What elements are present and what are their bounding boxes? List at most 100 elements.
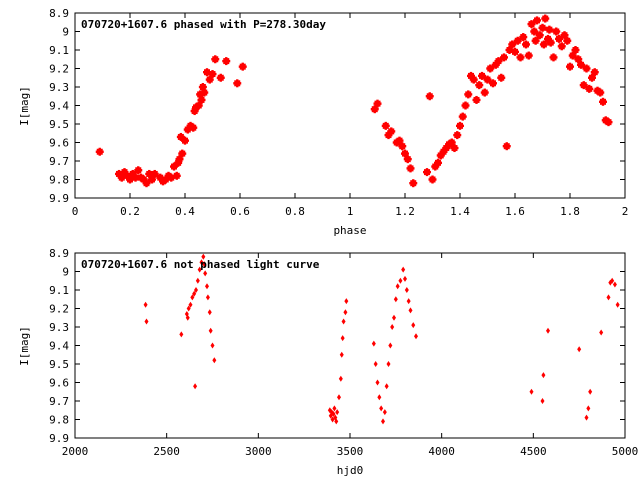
- data-point: [497, 73, 506, 82]
- x-tick-label: 0.4: [175, 205, 195, 218]
- x-tick-label: 3000: [245, 445, 272, 458]
- data-point: [193, 383, 198, 390]
- chart-title: 070720+1607.6 phased with P=278.30day: [81, 18, 326, 31]
- y-tick-label: 9.2: [49, 303, 69, 316]
- data-point: [519, 33, 528, 42]
- data-point: [403, 275, 407, 282]
- x-tick-label: 3500: [337, 445, 364, 458]
- data-point: [535, 31, 544, 40]
- chart-title: 070720+1607.6 not phased light curve: [81, 258, 320, 271]
- y-tick-label: 9.8: [49, 414, 69, 427]
- x-axis-label: hjd0: [337, 464, 364, 477]
- data-point: [428, 175, 437, 184]
- data-point: [388, 342, 393, 349]
- data-point: [541, 14, 550, 23]
- data-point: [344, 298, 349, 305]
- data-point: [144, 318, 149, 325]
- data-point: [203, 270, 208, 277]
- y-tick-label: 9.7: [49, 155, 69, 168]
- data-point: [386, 361, 391, 367]
- data-point: [411, 322, 416, 329]
- y-tick-label: 9.8: [49, 174, 69, 187]
- y-tick-label: 9.9: [49, 192, 69, 205]
- y-tick-label: 9.4: [49, 340, 69, 353]
- x-tick-label: 5000: [612, 445, 639, 458]
- y-tick-label: 9.3: [49, 321, 69, 334]
- data-point: [615, 301, 620, 308]
- data-point: [207, 309, 212, 316]
- tick-marks: [74, 12, 626, 199]
- data-point: [612, 281, 617, 288]
- data-point: [404, 287, 409, 293]
- data-point: [95, 147, 104, 156]
- data-point: [584, 414, 589, 421]
- data-point: [381, 418, 385, 425]
- data-point: [337, 394, 341, 401]
- y-tick-label: 9.3: [49, 81, 69, 94]
- x-tick-label: 0.6: [230, 205, 250, 218]
- data-point: [373, 361, 378, 367]
- x-tick-label: 1.2: [395, 205, 415, 218]
- x-tick-label: 2: [622, 205, 629, 218]
- y-tick-label: 9.5: [49, 358, 69, 371]
- data-point: [222, 57, 231, 66]
- data-points: [95, 14, 613, 188]
- data-point: [461, 101, 470, 110]
- data-point: [395, 283, 400, 290]
- data-point: [406, 298, 411, 305]
- data-point: [423, 168, 431, 177]
- data-point: [464, 90, 473, 99]
- data-point: [379, 405, 384, 412]
- data-point: [450, 144, 459, 153]
- data-point: [456, 121, 464, 130]
- data-point: [208, 70, 217, 79]
- data-point: [392, 314, 396, 321]
- data-point: [524, 51, 533, 60]
- data-point: [529, 388, 534, 395]
- x-tick-label: 1.6: [505, 205, 525, 218]
- data-point: [200, 88, 209, 97]
- data-point: [546, 38, 555, 47]
- data-point: [189, 123, 198, 132]
- data-point: [566, 62, 574, 71]
- data-point: [588, 388, 593, 395]
- data-point: [384, 383, 389, 390]
- data-point: [577, 346, 582, 353]
- data-point: [338, 375, 343, 382]
- data-point: [373, 99, 382, 108]
- data-point: [408, 307, 413, 314]
- data-point: [541, 372, 546, 379]
- data-point: [480, 88, 489, 97]
- data-point: [343, 309, 348, 316]
- x-tick-labels: 0 0.2 0.4 0.6 0.8 1 1.2 1.4 1.6 1.8 2: [72, 205, 629, 218]
- unphased-light-curve-panel: 8.9 9 9.1 9.2 9.3 9.4 9.5 9.6 9.7 9.8 9.9 2000 2500…: [18, 247, 638, 477]
- y-tick-labels: 8.9 9 9.1 9.2 9.3 9.4 9.5 9.6 9.7 9.8 9.9: [49, 247, 69, 445]
- data-point: [546, 327, 550, 334]
- data-point: [134, 166, 143, 175]
- data-points: [143, 253, 620, 425]
- data-point: [233, 79, 242, 88]
- data-point: [339, 351, 344, 358]
- data-point: [195, 277, 200, 284]
- data-point: [590, 68, 599, 77]
- data-point: [599, 329, 604, 336]
- data-point: [599, 97, 607, 106]
- data-point: [540, 398, 545, 404]
- y-tick-label: 9.6: [49, 377, 69, 390]
- x-tick-label: 1.8: [560, 205, 580, 218]
- data-point: [585, 84, 594, 93]
- data-point: [500, 53, 508, 62]
- data-point: [606, 294, 611, 301]
- y-tick-label: 9.1: [49, 44, 69, 57]
- y-tick-label: 8.9: [49, 247, 69, 260]
- data-point: [398, 277, 403, 284]
- data-point: [197, 95, 206, 104]
- data-point: [393, 296, 398, 303]
- data-point: [382, 409, 387, 416]
- data-point: [387, 127, 396, 136]
- data-point: [341, 318, 346, 325]
- x-tick-label: 2000: [62, 445, 89, 458]
- data-point: [516, 53, 525, 62]
- data-point: [414, 333, 418, 340]
